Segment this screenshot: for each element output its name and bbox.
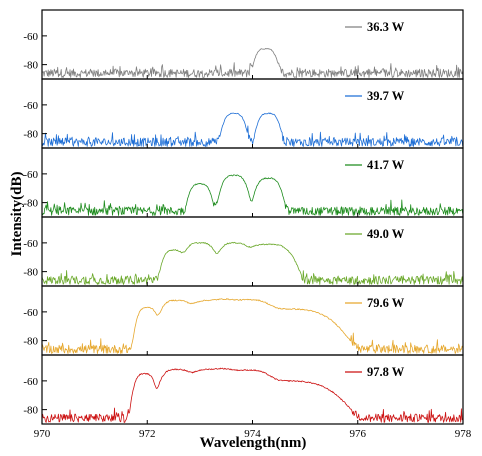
legend-label: 36.3 W (367, 20, 405, 34)
y-tick-label: -80 (23, 129, 38, 141)
y-tick-label: -80 (23, 267, 38, 279)
x-tick-label: 970 (34, 428, 51, 440)
y-tick-label: -80 (23, 336, 38, 348)
y-tick-label: -60 (23, 238, 38, 250)
legend-label: 41.7 W (367, 158, 405, 172)
panel-5: -80 -60 79.6 W (23, 285, 464, 356)
y-tick-label: -60 (23, 169, 38, 181)
legend-label: 39.7 W (367, 89, 405, 103)
panel-3: -80 -60 41.7 W (23, 147, 464, 218)
y-tick-label: -80 (23, 198, 38, 210)
series-line-1 (42, 48, 463, 78)
y-axis-title: Intensity(dB) (9, 171, 25, 256)
panel-4: -80 -60 49.0 W (23, 216, 464, 287)
x-tick-label: 978 (455, 428, 472, 440)
x-tick-label: 976 (350, 428, 367, 440)
y-tick-label: -60 (23, 376, 38, 388)
panel-1: -80 -60 36.3 W (23, 9, 464, 80)
x-tick-label: 972 (139, 428, 156, 440)
panel-6: -80 -60 97.8 W (23, 354, 464, 425)
legend-label: 97.8 W (367, 365, 405, 379)
y-tick-label: -60 (23, 100, 38, 112)
y-tick-label: -80 (23, 60, 38, 72)
panel-2: -80 -60 39.7 W (23, 78, 464, 149)
y-tick-label: -60 (23, 307, 38, 319)
series-line-6 (42, 367, 463, 423)
y-tick-label: -80 (23, 405, 38, 417)
y-tick-label: -60 (23, 31, 38, 43)
legend-label: 79.6 W (367, 296, 405, 310)
x-axis-title: Wavelength(nm) (200, 435, 307, 451)
series-line-5 (42, 298, 463, 354)
legend-label: 49.0 W (367, 227, 405, 241)
series-line-2 (42, 112, 463, 147)
series-line-3 (42, 174, 463, 216)
series-line-4 (42, 241, 463, 285)
x-axis: 970 972 974 976 978 (34, 428, 472, 440)
x-tick-label: 974 (244, 428, 261, 440)
